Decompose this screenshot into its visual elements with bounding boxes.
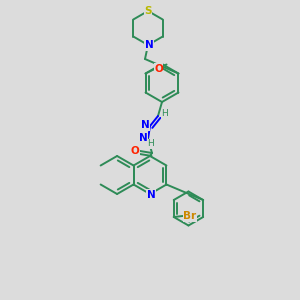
Text: O: O [130,146,140,156]
Text: N: N [145,40,153,50]
Text: O: O [154,64,163,74]
Text: S: S [144,6,152,16]
Text: N: N [141,120,149,130]
Text: N: N [147,190,155,200]
Text: Br: Br [183,211,196,221]
Text: N: N [139,133,147,143]
Text: H: H [148,140,154,148]
Text: H: H [162,110,168,118]
